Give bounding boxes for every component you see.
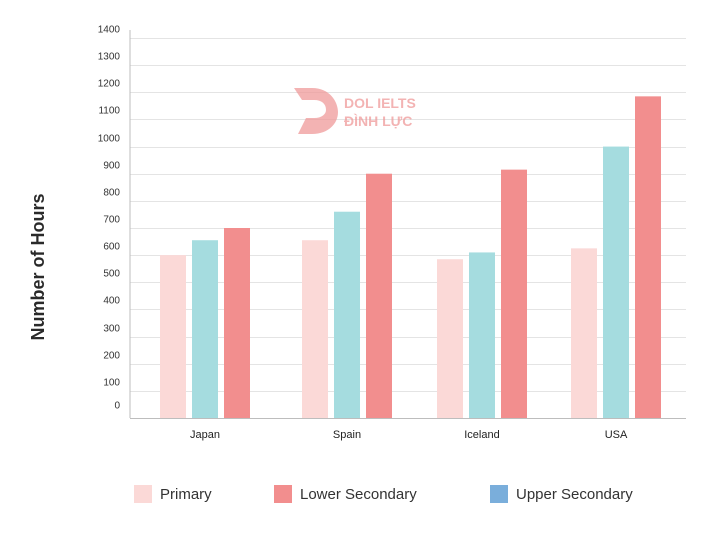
legend-item-primary: Primary <box>134 482 212 506</box>
y-tick-label: 900 <box>103 161 120 172</box>
bar-primary-japan <box>160 255 186 418</box>
y-tick-label: 1300 <box>98 52 121 63</box>
bar-upper-secondary-spain <box>334 211 360 418</box>
bar-upper-secondary-usa <box>603 146 629 419</box>
watermark-logo-icon <box>294 88 338 134</box>
y-tick-label: 100 <box>103 378 120 389</box>
y-tick-label: 700 <box>103 215 120 226</box>
x-tick-label: Iceland <box>464 429 499 441</box>
watermark-line2: ĐÌNH LỰC <box>344 113 412 129</box>
x-axis-labels: Japan Spain Iceland USA <box>190 429 628 441</box>
y-axis-ticks: 0 100 200 300 400 500 600 700 800 900 1000 1100 1200… <box>98 25 121 412</box>
legend-item-lower-secondary: Lower Secondary <box>274 482 417 506</box>
bar-lower-secondary-spain <box>366 173 392 418</box>
y-tick-label: 1200 <box>98 79 121 90</box>
bars <box>160 96 661 419</box>
bar-lower-secondary-iceland <box>501 169 527 418</box>
legend-label: Lower Secondary <box>300 485 417 503</box>
bar-upper-secondary-iceland <box>469 252 495 418</box>
bar-lower-secondary-japan <box>224 228 250 418</box>
x-tick-label: USA <box>605 429 628 441</box>
y-tick-label: 200 <box>103 351 120 362</box>
y-tick-label: 1100 <box>98 106 120 117</box>
legend: Primary Lower Secondary Upper Secondary <box>0 482 712 506</box>
x-tick-label: Japan <box>190 429 220 441</box>
bar-upper-secondary-japan <box>192 240 218 418</box>
legend-swatch <box>490 485 508 503</box>
y-tick-label: 500 <box>103 269 120 280</box>
legend-label: Upper Secondary <box>516 485 633 503</box>
gridlines <box>130 38 686 392</box>
legend-label: Primary <box>160 485 212 503</box>
y-tick-label: 300 <box>103 324 120 335</box>
y-tick-label: 600 <box>103 242 120 253</box>
legend-item-upper-secondary: Upper Secondary <box>490 482 633 506</box>
bar-primary-iceland <box>437 259 463 418</box>
y-tick-label: 400 <box>103 296 120 307</box>
bar-lower-secondary-usa <box>635 96 661 418</box>
y-tick-label: 1000 <box>98 134 121 145</box>
y-tick-label: 800 <box>103 188 120 199</box>
bar-primary-spain <box>302 240 328 418</box>
watermark-line1: DOL IELTS <box>344 95 416 111</box>
bar-primary-usa <box>571 248 597 418</box>
legend-swatch <box>274 485 292 503</box>
x-tick-label: Spain <box>333 429 361 441</box>
y-tick-label: 1400 <box>98 25 121 36</box>
legend-swatch <box>134 485 152 503</box>
y-axis-label: Number of Hours <box>28 193 48 340</box>
watermark: DOL IELTS ĐÌNH LỰC <box>294 88 416 134</box>
y-tick-label: 0 <box>114 401 120 412</box>
